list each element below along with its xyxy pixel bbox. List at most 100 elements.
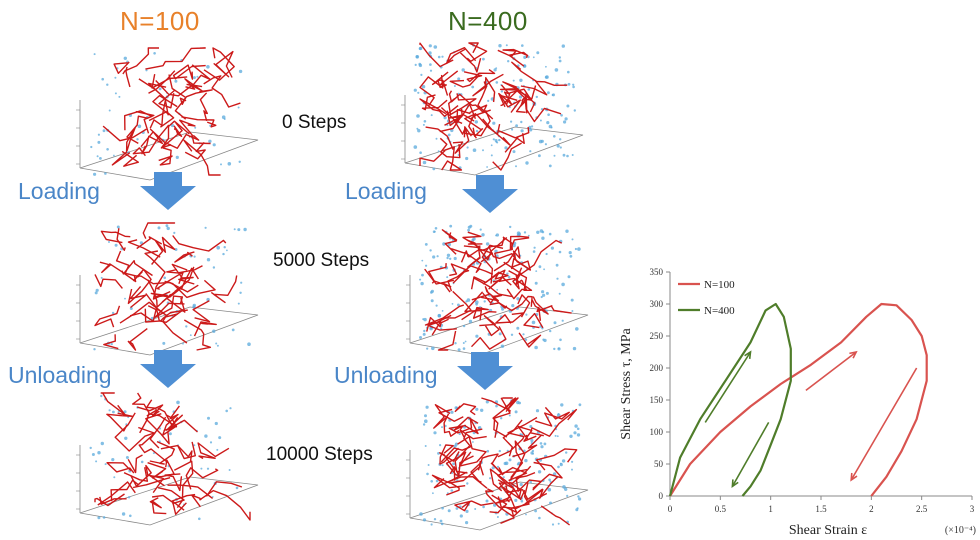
- legend-label: N=100: [704, 279, 735, 291]
- dislocation-line: [500, 90, 528, 107]
- atom-dot: [459, 514, 463, 518]
- dislocation-line: [503, 261, 523, 286]
- dislocation-line: [199, 489, 251, 521]
- step-label-5000: 5000 Steps: [273, 250, 370, 271]
- dislocation-line: [481, 397, 519, 412]
- atom-dot: [522, 333, 525, 336]
- atom-dot: [553, 154, 556, 157]
- dislocation-line: [203, 47, 235, 81]
- dislocation-line: [127, 239, 161, 258]
- atom-dot: [516, 297, 520, 301]
- atom-dot: [576, 433, 581, 437]
- dislocation-line: [161, 122, 183, 149]
- dislocation-line: [424, 268, 455, 285]
- dislocation-line: [471, 286, 499, 302]
- atom-dot: [97, 140, 101, 144]
- atom-dot: [539, 442, 543, 445]
- atom-dot: [157, 226, 161, 230]
- atom-dot: [237, 228, 241, 232]
- atom-dot: [532, 452, 534, 455]
- atom-dot: [485, 242, 490, 246]
- atom-dot: [97, 451, 101, 455]
- atom-dot: [91, 453, 95, 456]
- atom-dot: [441, 55, 444, 58]
- atom-dot: [419, 336, 422, 339]
- atom-dot: [538, 516, 541, 520]
- atom-dot: [416, 127, 419, 130]
- atom-dot: [200, 467, 203, 470]
- atom-dot: [212, 329, 216, 333]
- dislocation-line: [115, 250, 140, 278]
- atom-dot: [432, 167, 436, 171]
- atom-dot: [557, 465, 560, 469]
- atom-dot: [479, 228, 482, 231]
- dislocation-line: [511, 61, 568, 86]
- atom-dot: [90, 145, 93, 149]
- atom-dot: [212, 143, 216, 147]
- atom-dot: [193, 444, 196, 447]
- atom-dot: [516, 400, 520, 405]
- atom-dot: [539, 119, 542, 122]
- atom-dot: [475, 300, 479, 304]
- direction-arrow: [805, 351, 857, 392]
- atom-dot: [185, 325, 188, 328]
- atom-dot: [123, 410, 127, 414]
- atom-dot: [237, 106, 240, 109]
- atom-dot: [413, 145, 418, 149]
- atom-dot: [454, 442, 459, 446]
- atom-dot: [239, 291, 242, 294]
- dislocation-line: [174, 89, 213, 120]
- atom-dot: [243, 227, 247, 232]
- atom-dot: [475, 303, 478, 306]
- atom-dot: [231, 328, 235, 332]
- atom-dot: [112, 410, 115, 414]
- atom-dot: [574, 424, 578, 428]
- atom-dot: [536, 230, 540, 234]
- atom-dot: [433, 431, 437, 435]
- dislocation-line: [185, 467, 219, 490]
- atom-dot: [114, 243, 118, 247]
- dislocation-line: [470, 271, 509, 290]
- atom-dot: [214, 421, 218, 426]
- dislocation-line: [448, 93, 477, 116]
- dislocation-line: [468, 109, 491, 139]
- atom-dot: [446, 276, 449, 279]
- atom-dot: [423, 329, 426, 333]
- atom-dot: [500, 90, 504, 93]
- atom-dot: [429, 63, 432, 66]
- atom-dot: [529, 150, 532, 153]
- dislocation-line: [167, 484, 214, 499]
- atom-dot: [447, 242, 451, 247]
- atom-dot: [225, 409, 228, 413]
- atom-dot: [525, 513, 527, 516]
- direction-arrowhead: [744, 350, 752, 359]
- atom-dot: [206, 65, 210, 69]
- atom-dot: [472, 237, 476, 241]
- atom-dot: [564, 117, 568, 121]
- atom-dot: [446, 253, 451, 257]
- direction-arrowhead: [849, 350, 858, 359]
- floor-plane: [79, 476, 259, 526]
- y-axis-label: Shear Stress τ, MPa: [619, 328, 634, 440]
- atom-dot: [95, 288, 99, 292]
- atom-dot: [226, 249, 228, 252]
- dislocation-line: [173, 460, 194, 508]
- atom-dot: [515, 165, 517, 168]
- dislocation-line: [493, 246, 521, 272]
- atom-dot: [534, 345, 538, 350]
- atom-dot: [121, 512, 126, 516]
- sim-panel-n400-0-steps: [395, 35, 585, 185]
- dislocation-line: [463, 69, 496, 83]
- atom-dot: [413, 88, 417, 92]
- atom-dot: [483, 300, 486, 303]
- dislocation-line: [448, 90, 476, 107]
- dislocation-line: [443, 413, 460, 437]
- atom-dot: [422, 423, 426, 426]
- atom-dot: [553, 135, 556, 138]
- atom-dot: [449, 257, 452, 260]
- dislocation-line: [492, 142, 522, 171]
- atom-dot: [551, 523, 555, 526]
- atom-dot: [430, 523, 433, 526]
- atom-dot: [216, 344, 219, 347]
- atom-dot: [556, 144, 560, 148]
